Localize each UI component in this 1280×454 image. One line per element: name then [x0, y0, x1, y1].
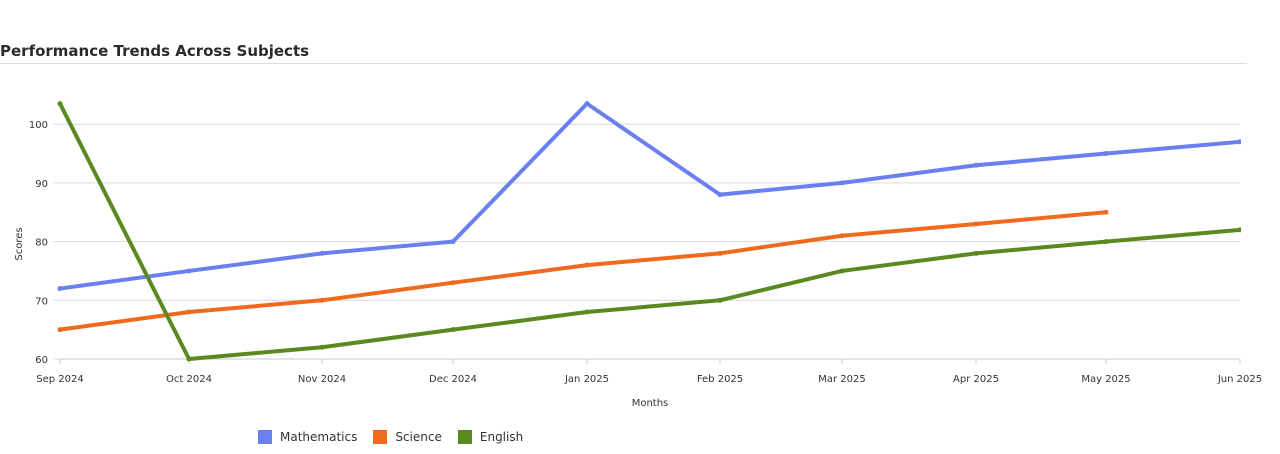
data-point[interactable]	[839, 268, 845, 274]
data-point[interactable]	[57, 327, 63, 333]
data-point[interactable]	[450, 280, 456, 286]
data-point[interactable]	[717, 250, 723, 256]
x-tick-label: Oct 2024	[166, 374, 212, 385]
data-point[interactable]	[717, 192, 723, 198]
data-point[interactable]	[717, 297, 723, 303]
data-point[interactable]	[584, 262, 590, 268]
y-tick-label: 100	[29, 120, 48, 131]
x-tick-label: Apr 2025	[953, 374, 999, 385]
x-tick-label: Nov 2024	[298, 374, 346, 385]
data-point[interactable]	[839, 233, 845, 239]
data-point[interactable]	[319, 250, 325, 256]
legend-label: English	[479, 430, 524, 444]
data-point[interactable]	[1103, 239, 1109, 245]
data-point[interactable]	[584, 309, 590, 315]
y-tick-label: 80	[35, 238, 48, 249]
title-divider	[0, 63, 1247, 64]
legend-item-science[interactable]: Science	[373, 430, 442, 444]
y-axis-ticks: 60 70 80 90 100	[29, 120, 48, 366]
data-point[interactable]	[973, 250, 979, 256]
x-tick-label: May 2025	[1081, 374, 1130, 385]
legend-swatch	[457, 430, 472, 444]
series-line-english	[58, 102, 1241, 361]
legend-swatch	[258, 430, 272, 444]
series-line-mathematics	[59, 101, 1241, 291]
x-axis-ticks: Sep 2024 Oct 2024 Nov 2024 Dec 2024 Jan 2025…	[36, 358, 1262, 385]
legend-item-english[interactable]: English	[457, 430, 524, 444]
x-tick-label: Sep 2024	[36, 374, 83, 385]
y-axis-label: Scores	[14, 227, 25, 260]
data-point[interactable]	[973, 162, 979, 168]
legend-label: Mathematics	[280, 430, 358, 444]
y-tick-label: 60	[35, 355, 48, 366]
x-tick-label: Jan 2025	[564, 374, 609, 385]
data-point[interactable]	[1237, 139, 1243, 145]
data-point[interactable]	[57, 101, 63, 107]
x-axis-label: Months	[632, 398, 669, 409]
data-point[interactable]	[450, 327, 456, 333]
legend-label: Science	[395, 430, 442, 444]
data-point[interactable]	[186, 356, 192, 362]
legend-swatch	[373, 430, 388, 444]
y-tick-label: 70	[35, 296, 48, 307]
data-point[interactable]	[186, 309, 192, 315]
x-tick-label: Dec 2024	[429, 374, 477, 385]
data-point[interactable]	[319, 344, 325, 350]
data-point[interactable]	[973, 221, 979, 227]
data-point[interactable]	[1103, 151, 1109, 157]
data-point[interactable]	[1237, 227, 1243, 233]
data-point[interactable]	[1103, 209, 1109, 215]
x-tick-label: Mar 2025	[818, 374, 866, 385]
x-tick-label: Jun 2025	[1217, 374, 1262, 385]
data-point[interactable]	[839, 180, 845, 186]
data-point[interactable]	[57, 286, 63, 292]
data-point[interactable]	[186, 268, 192, 274]
data-point[interactable]	[450, 239, 456, 245]
data-point[interactable]	[319, 297, 325, 303]
data-point[interactable]	[584, 101, 590, 107]
x-tick-label: Feb 2025	[697, 374, 743, 385]
legend: Mathematics Science English	[258, 430, 523, 444]
y-tick-label: 90	[35, 179, 48, 190]
chart-title: Performance Trends Across Subjects	[0, 42, 310, 60]
legend-item-mathematics[interactable]: Mathematics	[258, 430, 357, 444]
series-lines	[57, 101, 1243, 362]
